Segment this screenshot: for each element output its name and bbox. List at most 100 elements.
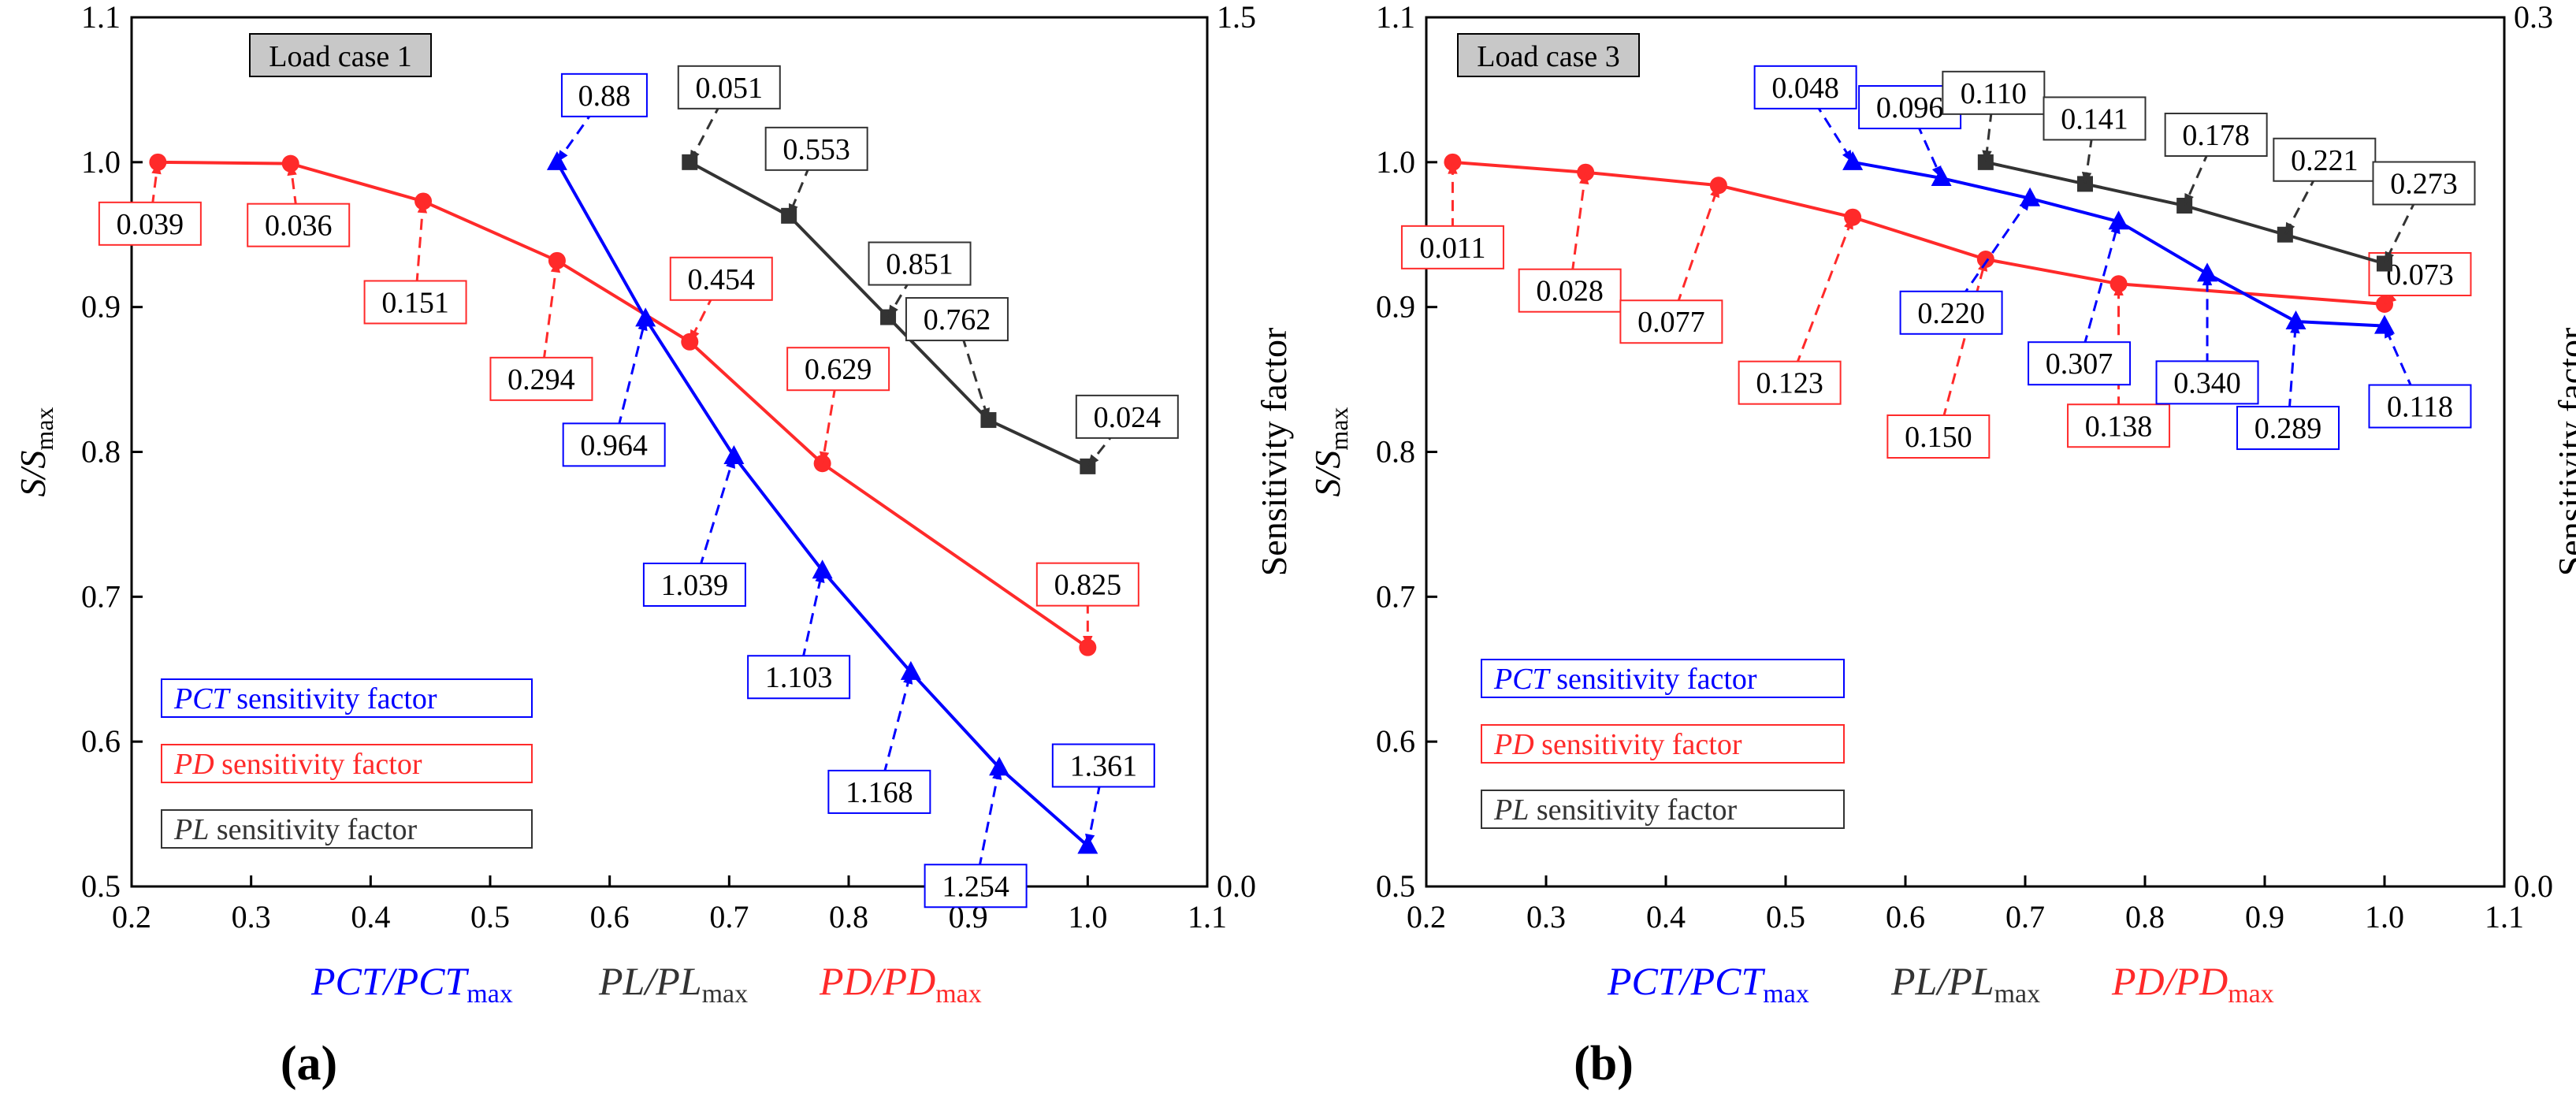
annotation-label-PD: 0.011 <box>1419 232 1485 265</box>
data-point-PCT <box>2374 314 2395 334</box>
annotation-box-PCT <box>747 655 851 700</box>
annotation-label-PCT: 1.254 <box>942 870 1009 903</box>
annotation-box-PCT <box>2368 384 2472 429</box>
annotation-arrow-PD <box>1937 258 1987 437</box>
annotation-arrow-PL <box>2183 134 2217 206</box>
annotation-box-PL <box>2043 96 2147 141</box>
legend-box-red <box>1481 724 1845 764</box>
annotation-arrowhead-PCT <box>2019 198 2031 211</box>
y-tick-label: 0.5 <box>1376 868 1415 904</box>
y-tick-label: 1.1 <box>1376 0 1415 35</box>
legend-entry-blue: PCT sensitivity factor <box>173 682 437 715</box>
annotation-label-PL: 0.851 <box>886 248 953 281</box>
annotation-box-PL <box>677 65 781 110</box>
annotation-box-PCT <box>1899 290 2003 335</box>
annotation-arrowhead-PD <box>819 451 830 464</box>
x-axis-label-red: PD/PDmax <box>2111 959 2274 1009</box>
annotation-arrowhead-PL <box>789 203 798 216</box>
annotation-arrow-PL <box>2383 182 2425 265</box>
data-point-PCT <box>2197 262 2218 282</box>
x-axis-label-sub: max <box>1994 979 2041 1009</box>
y-axis-label: S/Smax <box>1307 407 1353 497</box>
y2-tick-label: 0.0 <box>2514 868 2553 904</box>
annotation-arrow-PL <box>688 87 730 163</box>
annotation-label-PD: 0.036 <box>265 210 333 243</box>
annotation-arrow-PL <box>787 148 818 217</box>
annotation-label-PCT: 1.039 <box>661 569 729 602</box>
annotation-label-PD: 0.073 <box>2386 258 2454 292</box>
legend-entry-blue: PCT sensitivity factor <box>1493 663 1757 696</box>
annotation-arrowhead-PD <box>1579 172 1589 185</box>
y-tick-label: 1.0 <box>1376 144 1415 180</box>
annotation-label-PCT: 0.307 <box>2046 347 2113 381</box>
legend-entry-key: PCT <box>173 682 232 715</box>
annotation-box-PD <box>1738 360 1842 405</box>
y2-axis-label: Sensitivity factor <box>2551 328 2576 577</box>
legend-entry-key: PL <box>1493 793 1529 827</box>
annotation-label-PCT: 0.964 <box>580 429 648 462</box>
x-tick-label: 0.4 <box>1646 899 1686 935</box>
annotation-label-PCT: 0.289 <box>2254 412 2322 445</box>
annotation-arrowhead-PD <box>690 329 700 342</box>
annotation-label-PL: 0.110 <box>1961 77 2027 110</box>
annotation-arrowhead-PL <box>1087 454 1099 466</box>
annotation-label-PD: 0.294 <box>507 363 575 396</box>
y2-tick-label: 0.0 <box>1217 868 1256 904</box>
legend-entry-key: PL <box>173 813 209 846</box>
annotation-box-PL <box>868 241 972 286</box>
y-tick-label: 0.6 <box>81 723 121 759</box>
annotation-box-PD <box>2067 403 2171 448</box>
annotation-box-PL <box>1942 70 2046 115</box>
y-tick-label: 1.1 <box>81 0 121 35</box>
x-axis-label-black: PL/PLmax <box>1890 959 2040 1009</box>
legend-entry-red: PD sensitivity factor <box>1493 728 1742 761</box>
data-point-PD <box>414 192 433 210</box>
x-tick-label: 1.0 <box>2365 899 2404 935</box>
x-axis-label-sub: max <box>935 979 982 1009</box>
annotation-box-PD <box>786 347 890 392</box>
annotation-arrowhead-PL <box>2284 221 2295 235</box>
annotation-arrow-PL <box>2284 159 2326 236</box>
y2-axis-label: Sensitivity factor <box>1254 328 1294 577</box>
legend-entry-black: PL sensitivity factor <box>1493 793 1738 827</box>
annotation-label-PD: 0.454 <box>688 263 756 296</box>
annotation-label-PL: 0.762 <box>924 303 991 336</box>
y-axis-label-main: S/S <box>1307 451 1347 497</box>
annotation-arrow-PL <box>1984 92 1995 163</box>
legend-box-black <box>1481 790 1845 829</box>
y-tick-label: 0.6 <box>1376 723 1415 759</box>
annotation-box-PCT <box>562 422 666 467</box>
annotation-box-PCT <box>2236 406 2340 451</box>
annotation-arrowhead-PCT <box>726 456 736 469</box>
data-point-PCT <box>2108 210 2129 230</box>
annotation-label-PL: 0.051 <box>696 72 764 105</box>
annotation-box-PCT <box>1753 65 1857 110</box>
annotation-box-PCT <box>2155 360 2259 405</box>
annotation-arrowhead-PCT <box>2290 321 2300 334</box>
load-case-box <box>1457 33 1640 77</box>
annotation-box-PL <box>764 126 868 171</box>
annotation-arrowhead-PL <box>690 149 700 162</box>
x-axis-label-main: PL/PL <box>598 959 702 1003</box>
x-tick-label: 1.1 <box>1188 899 1227 935</box>
annotation-arrowhead-PD <box>151 162 162 175</box>
data-point-PCT <box>1842 151 1864 170</box>
legend-entry-text: sensitivity factor <box>214 748 422 781</box>
legend-entry-text: sensitivity factor <box>209 813 417 846</box>
annotation-box-PL <box>2273 137 2377 182</box>
x-tick-label: 0.7 <box>2005 899 2045 935</box>
annotation-arrowhead-PD <box>2113 284 2124 295</box>
annotation-arrowhead-PL <box>980 407 991 421</box>
x-tick-label: 0.8 <box>829 899 868 935</box>
y-axis-label-sub: max <box>30 407 58 451</box>
legend-entry-black: PL sensitivity factor <box>173 813 418 846</box>
annotation-arrowhead-PL <box>888 304 898 318</box>
annotation-box-PD <box>363 280 467 325</box>
annotation-label-PD: 0.151 <box>381 286 449 319</box>
panel-caption: (b) <box>1574 1037 1634 1091</box>
x-axis-label-main: PL/PL <box>1890 959 1994 1003</box>
annotation-arrowhead-PL <box>2184 192 2194 206</box>
annotation-box-PL <box>1075 394 1179 439</box>
y2-tick-label: 1.5 <box>1217 0 1256 35</box>
